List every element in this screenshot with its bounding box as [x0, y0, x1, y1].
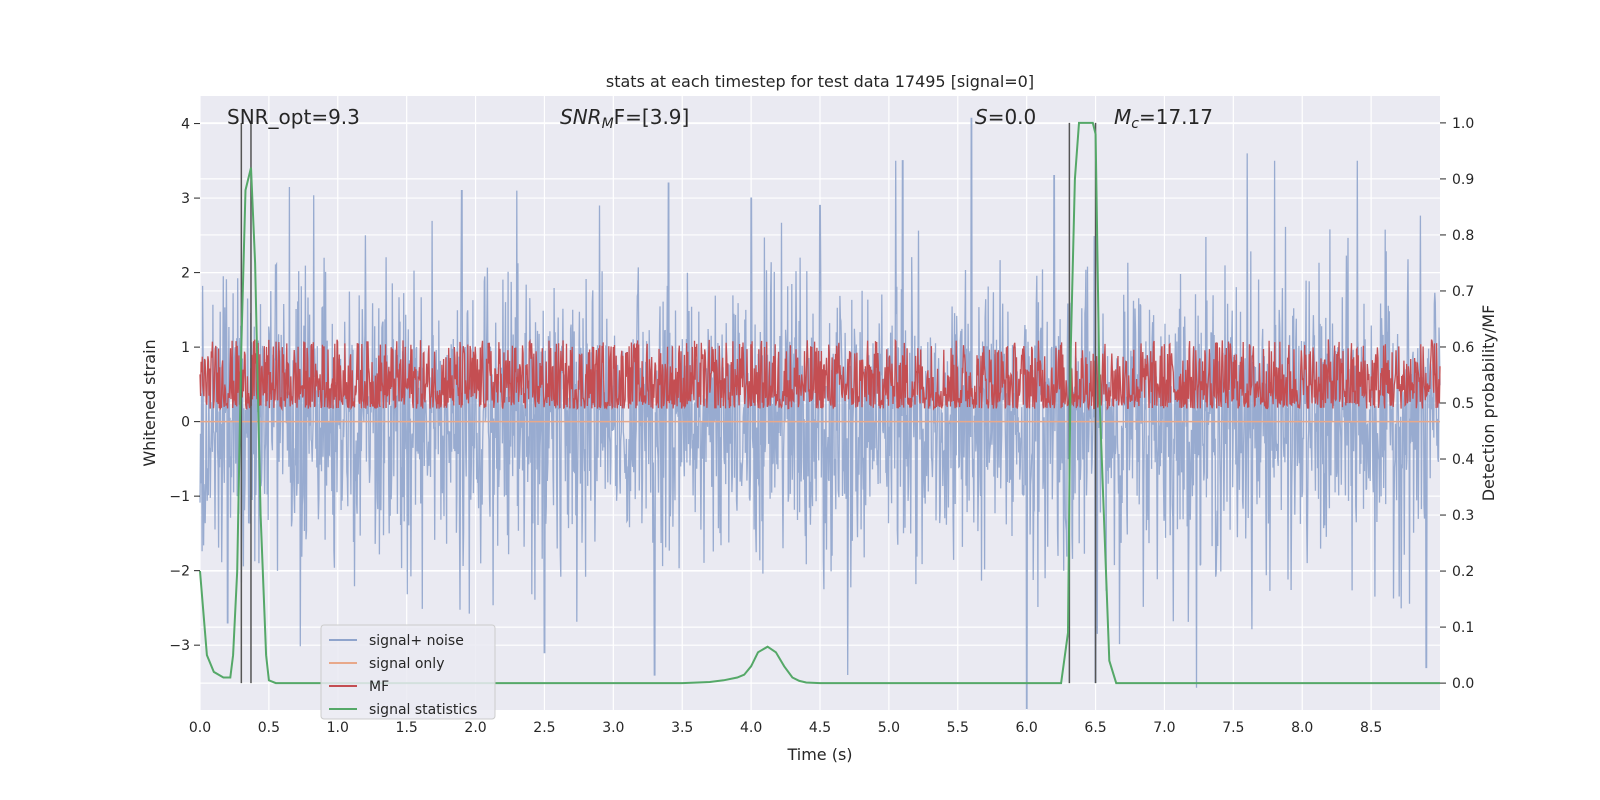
- y2-tick-label: 0.4: [1452, 452, 1474, 468]
- x-tick-label: 8.0: [1291, 720, 1313, 736]
- mc-main: M: [1114, 105, 1131, 129]
- y2-tick-label: 0.1: [1452, 620, 1474, 636]
- y-tick-label: 3: [181, 191, 190, 207]
- snr-mf-rest: F=[3.9]: [614, 105, 690, 129]
- signal-noise-series: [199, 117, 1441, 710]
- x-tick-label: 2.0: [464, 720, 486, 736]
- y2-tick-label: 0.6: [1452, 340, 1474, 356]
- y2-tick-label: 0.2: [1452, 564, 1474, 580]
- legend: signal+ noise signal only MF signal stat…: [320, 624, 496, 720]
- x-tick-label: 6.5: [1084, 720, 1106, 736]
- legend-box: [320, 624, 496, 720]
- mc-annotation: Mc=17.17: [1114, 105, 1213, 132]
- x-tick-label: 1.5: [396, 720, 418, 736]
- x-tick-label: 3.0: [602, 720, 624, 736]
- y2-axis-ticks: 1.0 0.9 0.8 0.7 0.6 0.5 0.4 0.3 0.2 0.1 0.0: [1440, 116, 1474, 692]
- chart-title: stats at each timestep for test data 174…: [606, 72, 1034, 91]
- mf-series: [199, 338, 1441, 412]
- y-axis-ticks: 4 3 2 1 0 −1 −2 −3: [169, 117, 200, 654]
- x-tick-label: 8.5: [1360, 720, 1382, 736]
- mc-rest: =17.17: [1139, 105, 1213, 129]
- y2-tick-label: 0.8: [1452, 228, 1474, 244]
- x-tick-label: 7.0: [1153, 720, 1175, 736]
- y-tick-label: −1: [169, 489, 190, 505]
- x-tick-label: 5.5: [947, 720, 969, 736]
- y-tick-label: −3: [169, 638, 190, 654]
- series-line-mf: [199, 338, 1441, 412]
- y-tick-label: 2: [181, 266, 190, 282]
- x-axis-ticks: 0.0 0.5 1.0 1.5 2.0 2.5 3.0 3.5 4.0 4.5 5.0 5.5 6.0 6…: [189, 720, 1382, 736]
- y2-tick-label: 0.7: [1452, 284, 1474, 300]
- legend-label-signal-noise: signal+ noise: [369, 633, 464, 649]
- y2-tick-label: 1.0: [1452, 116, 1474, 132]
- x-tick-label: 7.5: [1222, 720, 1244, 736]
- x-tick-label: 1.0: [327, 720, 349, 736]
- y-tick-label: 1: [181, 340, 190, 356]
- legend-label-signal-statistics: signal statistics: [369, 702, 477, 718]
- y2-tick-label: 0.5: [1452, 396, 1474, 412]
- mc-sub: c: [1131, 116, 1139, 132]
- y2-axis-label: Detection probability/MF: [1479, 305, 1498, 502]
- x-tick-label: 2.5: [533, 720, 555, 736]
- y2-tick-label: 0.9: [1452, 172, 1474, 188]
- x-tick-label: 4.5: [809, 720, 831, 736]
- y2-tick-label: 0.0: [1452, 676, 1474, 692]
- series-line-signal-statistics: [199, 121, 1440, 685]
- x-tick-label: 6.0: [1016, 720, 1038, 736]
- y-axis-label: Whitened strain: [140, 339, 159, 466]
- s-main: S: [975, 105, 988, 129]
- y2-tick-label: 0.3: [1452, 508, 1474, 524]
- y-tick-label: 4: [181, 117, 190, 133]
- x-tick-label: 0.0: [189, 720, 211, 736]
- legend-label-mf: MF: [369, 679, 389, 695]
- x-tick-label: 3.5: [671, 720, 693, 736]
- x-tick-label: 4.0: [740, 720, 762, 736]
- snr-mf-main: SNR: [560, 105, 602, 129]
- signal-statistics-series: [199, 121, 1440, 685]
- s-annotation: S=0.0: [975, 105, 1036, 129]
- snr-mf-sub: M: [602, 116, 614, 132]
- y-tick-label: 0: [181, 415, 190, 431]
- series-line-signal-noise: [199, 117, 1441, 710]
- snr-opt-annotation: SNR_opt=9.3: [227, 105, 360, 129]
- x-axis-label: Time (s): [786, 745, 852, 764]
- s-rest: =0.0: [988, 105, 1037, 129]
- legend-label-signal-only: signal only: [369, 656, 444, 672]
- x-tick-label: 5.0: [878, 720, 900, 736]
- snr-mf-annotation: SNRMF=[3.9]: [560, 105, 689, 132]
- y-tick-label: −2: [169, 564, 190, 580]
- x-tick-label: 0.5: [258, 720, 280, 736]
